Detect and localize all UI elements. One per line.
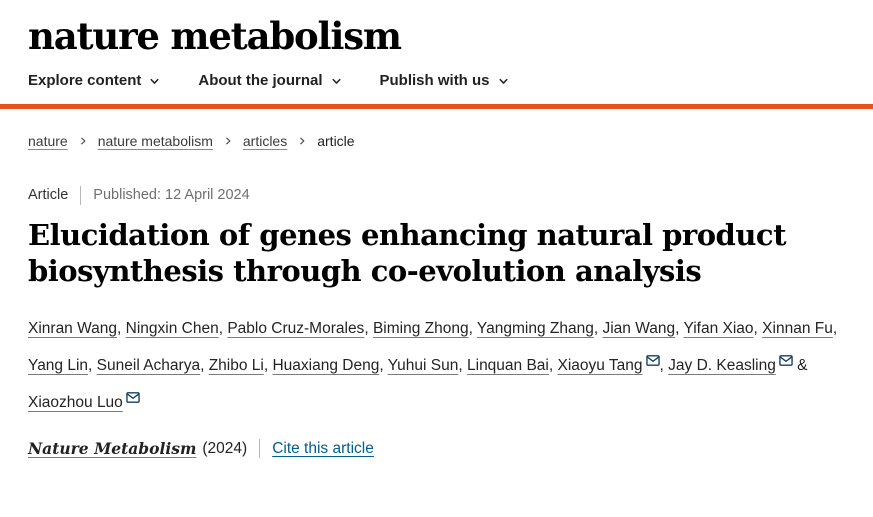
nav-item-about-the-journal[interactable]: About the journal (198, 72, 341, 89)
author-link[interactable]: Ningxin Chen (125, 319, 219, 337)
citation-row: Nature Metabolism (2024) Cite this artic… (28, 439, 845, 459)
author-link[interactable]: Jian Wang (602, 319, 676, 337)
journal-logo[interactable]: nature metabolism (28, 14, 402, 58)
author-link[interactable]: Yuhui Sun (387, 356, 459, 374)
nav-item-explore-content[interactable]: Explore content (28, 72, 160, 89)
chevron-down-icon (331, 78, 341, 84)
nav-item-label: Publish with us (379, 71, 490, 89)
breadcrumb: nature nature metabolism articles article (28, 133, 845, 149)
email-icon[interactable] (126, 392, 140, 403)
citation-divider (259, 439, 261, 459)
author-link[interactable]: Biming Zhong (372, 319, 469, 337)
breadcrumb-item-nature-metabolism[interactable]: nature metabolism (97, 132, 213, 149)
author-link[interactable]: Xiaoyu Tang (557, 356, 643, 374)
article-meta: Article Published: 12 April 2024 (28, 185, 845, 205)
author-link[interactable]: Yifan Xiao (683, 319, 754, 337)
author-separator-ampersand: & (792, 356, 808, 374)
nav-item-publish-with-us[interactable]: Publish with us (380, 72, 509, 89)
author-list: Xinran Wang, Ningxin Chen, Pablo Cruz-Mo… (28, 319, 838, 411)
meta-divider (80, 185, 82, 205)
accent-divider (0, 103, 873, 109)
published-date: Published: 12 April 2024 (93, 187, 250, 204)
author-link[interactable]: Yang Lin (28, 356, 89, 374)
breadcrumb-item-nature[interactable]: nature (28, 132, 68, 149)
article-type-label: Article (28, 187, 69, 204)
journal-link[interactable]: Nature Metabolism (28, 439, 197, 459)
chevron-down-icon (150, 78, 159, 84)
cite-this-article-link[interactable]: Cite this article (272, 439, 374, 457)
author-link[interactable]: Pablo Cruz-Morales (227, 319, 365, 337)
author-link[interactable]: Huaxiang Deng (272, 356, 380, 374)
author-link[interactable]: Xinran Wang (28, 319, 118, 337)
main-nav: Explore content About the journal Publish … (28, 72, 845, 104)
author-link[interactable]: Xinnan Fu (762, 319, 833, 337)
author-link[interactable]: Suneil Acharya (96, 356, 201, 374)
chevron-right-icon (300, 137, 305, 145)
chevron-right-icon (226, 137, 231, 145)
email-icon[interactable] (645, 354, 660, 366)
email-icon[interactable] (779, 354, 793, 366)
nav-item-label: Explore content (28, 71, 142, 89)
author-link[interactable]: Linquan Bai (467, 356, 549, 374)
chevron-right-icon (80, 137, 86, 145)
chevron-down-icon (498, 78, 508, 84)
breadcrumb-item-article: article (317, 132, 355, 149)
article-page: nature nature metabolism articles article A… (0, 109, 873, 459)
breadcrumb-item-articles[interactable]: articles (242, 132, 288, 149)
article-title: Elucidation of genes enhancing natural p… (28, 217, 786, 288)
author-link[interactable]: Yangming Zhang (476, 319, 594, 337)
author-link[interactable]: Xiaozhou Luo (28, 393, 123, 411)
nav-item-label: About the journal (198, 71, 323, 89)
author-link[interactable]: Jay D. Keasling (668, 356, 776, 374)
citation-year: (2024) (202, 439, 248, 457)
author-link[interactable]: Zhibo Li (208, 356, 264, 374)
site-header: nature metabolism Explore content About t… (0, 0, 873, 104)
